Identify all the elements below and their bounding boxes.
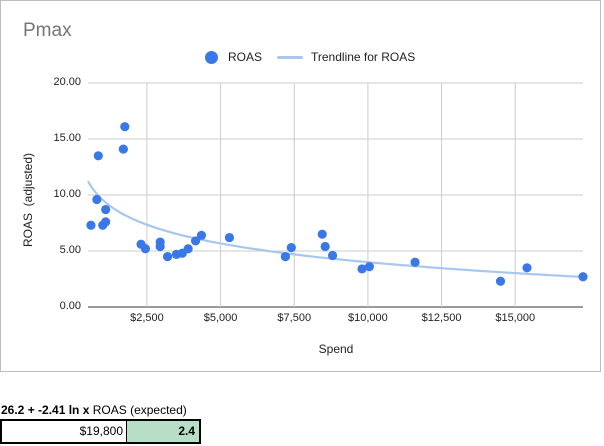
data-point [155,241,165,252]
x-tick-label: $7,500 [277,312,312,324]
legend-dot-icon [205,50,218,64]
legend-item-trendline[interactable]: Trendline for ROAS [277,50,415,64]
data-point [92,194,102,205]
formula-expression: 26.2 + -2.41 ln x [1,403,90,417]
data-point [196,230,207,240]
data-point [327,250,338,261]
data-point [183,244,193,254]
legend-item-roas[interactable]: ROAS [205,50,262,64]
formula-label: ROAS (expected) [89,403,187,417]
x-tick-label: $12,500 [421,312,462,324]
data-point [118,144,128,154]
data-point [578,272,588,282]
data-point [286,243,296,253]
chart-plot [86,82,588,308]
data-point [410,257,420,267]
legend-line-icon [277,55,303,59]
legend-label-roas: ROAS [228,50,263,64]
x-axis-label: Spend [318,342,354,356]
y-tick-label: 10.00 [53,188,81,200]
spend-input-cell[interactable]: $19,800 [2,421,127,442]
x-tick-label: $2,500 [130,312,164,324]
data-point [120,122,130,132]
data-point [190,236,201,246]
chart-title: Pmax [23,20,72,41]
data-point [280,252,291,262]
data-point [101,217,111,227]
data-point [364,262,374,272]
x-tick-label: $10,000 [348,312,388,324]
y-tick-label: 20.00 [53,76,81,88]
y-axis-label: ROAS (adjusted) [21,152,35,248]
x-tick-label: $5,000 [203,312,238,324]
y-tick-label: 0.00 [59,300,81,312]
formula-text: 26.2 + -2.41 ln x ROAS (expected) [1,403,187,417]
data-point [101,204,111,215]
data-point [162,252,173,262]
data-point [357,264,367,274]
data-point [93,151,103,161]
data-point [495,276,506,286]
y-tick-label: 15.00 [53,132,81,144]
chart-container: Pmax ROAS Trendline for ROAS 0.00 5.00 10.… [0,0,601,372]
calc-row: $19,800 2.4 [0,419,201,444]
data-point [317,229,327,239]
legend-label-trendline: Trendline for ROAS [311,50,416,64]
trendline [87,180,584,279]
y-tick-label: 5.00 [59,244,81,256]
data-point [522,263,532,273]
data-point [224,232,235,243]
data-point [86,220,96,230]
x-tick-label: $15,000 [495,312,536,324]
data-point [140,244,151,254]
expected-roas-cell[interactable]: 2.4 [127,421,199,442]
data-point [320,241,330,252]
